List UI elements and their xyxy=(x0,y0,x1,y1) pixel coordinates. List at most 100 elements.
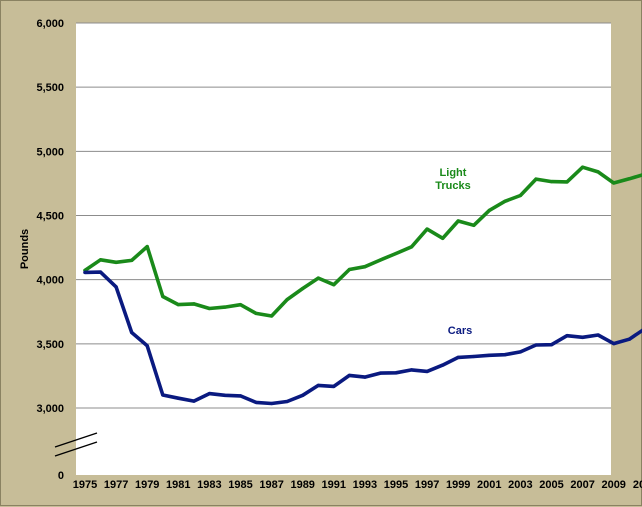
x-tick-1981: 1981 xyxy=(166,479,190,491)
data-point-light-trucks-1989 xyxy=(301,286,305,291)
y-tick-5500: 5,500 xyxy=(36,82,64,94)
data-point-light-trucks-2003 xyxy=(518,193,523,198)
data-point-light-trucks-1983 xyxy=(207,306,211,311)
data-point-cars-1998 xyxy=(441,363,445,367)
data-point-light-trucks-1994 xyxy=(378,258,382,262)
data-point-cars-1986 xyxy=(254,400,258,404)
data-point-cars-2000 xyxy=(472,354,476,359)
data-point-cars-1995 xyxy=(394,371,398,375)
x-tick-1989: 1989 xyxy=(290,479,314,491)
data-point-light-trucks-1986 xyxy=(254,311,258,315)
x-tick-1987: 1987 xyxy=(259,479,283,491)
data-point-light-trucks-1976 xyxy=(98,258,103,262)
x-tick-2009: 2009 xyxy=(601,479,625,491)
x-tick-1991: 1991 xyxy=(322,479,346,491)
plot-area xyxy=(76,23,611,475)
x-tick-2003: 2003 xyxy=(508,479,532,491)
data-point-cars-1989 xyxy=(301,393,305,397)
data-point-cars-2001 xyxy=(487,353,491,357)
data-point-light-trucks-2009 xyxy=(612,181,616,185)
data-point-cars-1996 xyxy=(410,368,414,372)
x-tick-1995: 1995 xyxy=(384,479,408,491)
data-point-cars-2003 xyxy=(518,350,523,354)
data-point-cars-1980 xyxy=(161,393,165,397)
data-point-cars-1983 xyxy=(207,392,211,396)
data-point-light-trucks-2005 xyxy=(549,180,554,184)
series-layer xyxy=(83,165,642,406)
x-tick-1977: 1977 xyxy=(104,479,128,491)
data-point-cars-2008 xyxy=(596,333,600,337)
y-tick-3500: 3,500 xyxy=(36,339,64,351)
x-tick-2005: 2005 xyxy=(539,479,563,491)
data-point-cars-1978 xyxy=(130,330,134,335)
data-point-light-trucks-2006 xyxy=(565,180,569,184)
series-label-light-trucks-line-1: Light xyxy=(440,167,467,179)
data-point-light-trucks-1979 xyxy=(145,245,149,249)
data-point-light-trucks-1998 xyxy=(441,236,445,240)
data-point-cars-1981 xyxy=(176,396,180,400)
data-point-cars-1990 xyxy=(316,383,320,387)
x-tick-1979: 1979 xyxy=(135,479,159,491)
data-point-light-trucks-2001 xyxy=(487,208,491,212)
data-point-light-trucks-1981 xyxy=(176,303,180,307)
series-line-light-trucks xyxy=(83,165,642,318)
data-point-cars-1994 xyxy=(378,371,382,375)
data-point-light-trucks-1978 xyxy=(130,258,134,262)
data-point-light-trucks-2010 xyxy=(627,177,631,181)
data-point-light-trucks-2008 xyxy=(596,170,600,174)
data-point-light-trucks-1984 xyxy=(223,305,227,309)
data-point-light-trucks-1987 xyxy=(270,314,274,318)
data-point-cars-2005 xyxy=(549,343,554,347)
x-tick-1993: 1993 xyxy=(353,479,377,491)
data-point-light-trucks-1993 xyxy=(363,265,367,269)
x-tick-1997: 1997 xyxy=(415,479,439,491)
x-tick-1999: 1999 xyxy=(446,479,470,491)
data-point-light-trucks-2004 xyxy=(534,177,538,181)
series-label-cars-line-1: Cars xyxy=(448,325,472,337)
y-tick-4000: 4,000 xyxy=(36,275,64,287)
data-point-cars-1992 xyxy=(347,373,351,377)
data-point-cars-1997 xyxy=(425,369,429,373)
data-point-cars-1984 xyxy=(223,393,227,397)
data-point-cars-2007 xyxy=(581,335,585,339)
data-point-cars-2004 xyxy=(534,343,538,347)
data-point-cars-2006 xyxy=(565,334,569,338)
x-tick-1983: 1983 xyxy=(197,479,221,491)
data-point-light-trucks-1995 xyxy=(394,251,398,256)
axis-break-marker xyxy=(54,432,98,457)
y-tick-0: 0 xyxy=(58,470,64,482)
data-point-light-trucks-2002 xyxy=(503,199,507,203)
data-point-light-trucks-1992 xyxy=(347,267,351,272)
y-tick-5000: 5,000 xyxy=(36,146,64,158)
series-line-cars xyxy=(83,270,642,406)
x-tick-labels: 1975 1977 1979 1981 1983 1985 1987 1989 1991 1993… xyxy=(73,479,642,491)
data-point-light-trucks-2007 xyxy=(581,165,585,169)
y-tick-labels: 0 3,000 3,500 4,000 4,500 5,000 5,500 6,000 xyxy=(36,18,64,482)
gridlines xyxy=(76,22,611,409)
y-tick-4500: 4,500 xyxy=(36,211,64,223)
series-label-light-trucks-line-2: Trucks xyxy=(435,180,470,192)
data-point-cars-1985 xyxy=(238,394,243,398)
data-point-cars-1976 xyxy=(98,270,103,274)
data-point-light-trucks-1996 xyxy=(410,245,414,249)
data-point-cars-2009 xyxy=(612,342,616,346)
y-tick-6000: 6,000 xyxy=(36,18,64,30)
data-point-cars-1991 xyxy=(332,384,336,388)
data-point-cars-2002 xyxy=(503,353,507,357)
x-tick-2001: 2001 xyxy=(477,479,501,491)
data-point-cars-2010 xyxy=(627,337,631,341)
data-point-cars-1979 xyxy=(145,344,149,348)
data-point-cars-1975 xyxy=(83,270,87,274)
data-point-light-trucks-1991 xyxy=(332,283,336,287)
data-point-light-trucks-2000 xyxy=(472,223,476,227)
x-tick-2011: 2011 xyxy=(633,479,642,491)
data-point-cars-1993 xyxy=(363,375,367,379)
data-point-light-trucks-1997 xyxy=(425,227,429,231)
data-point-light-trucks-1980 xyxy=(161,294,165,299)
x-tick-2007: 2007 xyxy=(570,479,594,491)
data-point-light-trucks-1999 xyxy=(456,219,460,223)
x-tick-1985: 1985 xyxy=(228,479,252,491)
